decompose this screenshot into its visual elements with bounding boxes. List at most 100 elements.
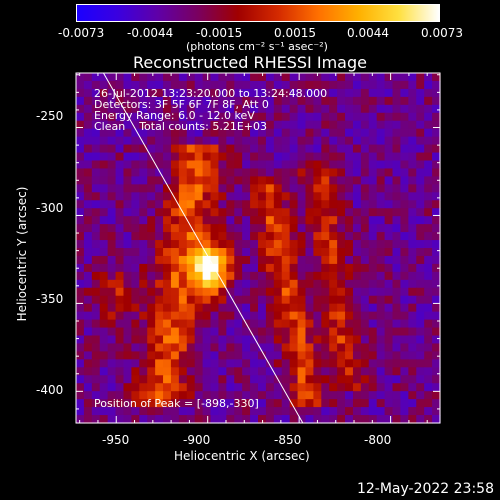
heatmap-cell [305, 112, 314, 122]
heatmap-cell [202, 88, 212, 98]
heatmap-cell [242, 399, 251, 408]
heatmap-cell [170, 359, 180, 368]
heatmap-cell [147, 303, 156, 313]
heatmap-cell [297, 415, 307, 424]
heatmap-cell [305, 136, 314, 146]
heatmap-cell [360, 311, 370, 321]
heatmap-cell [226, 152, 235, 162]
heatmap-cell [258, 255, 267, 265]
heatmap-cell [432, 319, 441, 329]
heatmap-cell [83, 343, 93, 352]
heatmap-cell [91, 335, 101, 345]
heatmap-cell [147, 144, 156, 154]
heatmap-cell [400, 144, 409, 154]
heatmap-cell [281, 248, 291, 257]
x-tick-label-0: -950 [102, 433, 130, 447]
heatmap-cell [360, 255, 370, 265]
heatmap-cell [170, 184, 180, 193]
heatmap-cell [234, 96, 243, 106]
heatmap-cell [91, 279, 101, 289]
heatmap-cell [83, 415, 93, 424]
heatmap-cell [281, 391, 291, 400]
heatmap-cell [360, 224, 370, 233]
heatmap-cell [416, 232, 425, 241]
heatmap-cell [226, 391, 235, 400]
heatmap-cell [250, 375, 259, 384]
heatmap-cell [202, 375, 212, 384]
heatmap-cell [329, 232, 338, 241]
heatmap-cell [305, 271, 314, 281]
heatmap-cell [242, 176, 251, 185]
heatmap-cell [258, 367, 267, 376]
heatmap-cell [297, 295, 307, 305]
heatmap-cell [107, 176, 117, 185]
heatmap-cell [250, 295, 259, 305]
heatmap-cell [242, 359, 251, 368]
heatmap-cell [155, 144, 164, 154]
heatmap-cell [345, 295, 354, 305]
heatmap-cell [424, 271, 433, 281]
heatmap-cell [123, 359, 132, 368]
heatmap-cell [424, 152, 433, 162]
heatmap-cell [360, 327, 370, 337]
heatmap-cell [107, 136, 117, 146]
heatmap-cell [408, 232, 417, 241]
heatmap-cell [329, 295, 338, 305]
heatmap-cell [147, 295, 156, 305]
heatmap-cell [432, 88, 441, 98]
heatmap-cell [91, 351, 101, 360]
heatmap-cell [115, 112, 125, 122]
heatmap-cell [352, 224, 362, 233]
heatmap-cell [147, 96, 156, 106]
heatmap-cell [416, 335, 425, 345]
heatmap-cell [368, 104, 378, 114]
heatmap-cell [123, 415, 132, 424]
heatmap-cell [210, 144, 220, 154]
heatmap-cell [83, 152, 93, 162]
heatmap-cell [384, 351, 394, 360]
heatmap-cell [83, 263, 93, 273]
heatmap-cell [289, 192, 299, 201]
heatmap-cell [147, 73, 156, 82]
heatmap-cell [392, 367, 402, 376]
heatmap-cell [147, 176, 156, 185]
heatmap-cell [305, 152, 314, 162]
heatmap-cell [218, 200, 227, 209]
heatmap-cell [376, 367, 386, 376]
heatmap-cell [352, 295, 362, 305]
heatmap-cell [265, 391, 275, 400]
heatmap-cell [265, 168, 275, 177]
heatmap-cell [329, 208, 338, 217]
heatmap-cell [250, 399, 259, 408]
heatmap-cell [313, 367, 322, 376]
heatmap-cell [360, 319, 370, 329]
heatmap-cell [321, 327, 330, 337]
heatmap-cell [305, 240, 314, 249]
heatmap-cell [424, 144, 433, 154]
heatmap-cell [178, 120, 188, 130]
heatmap-cell [178, 279, 188, 289]
heatmap-cell [139, 367, 148, 376]
heatmap-cell [178, 311, 188, 321]
heatmap-cell [297, 327, 307, 337]
heatmap-cell [242, 255, 251, 265]
heatmap-cell [91, 80, 101, 90]
heatmap-cell [297, 88, 307, 98]
heatmap-cell [202, 168, 212, 177]
heatmap-cell [376, 359, 386, 368]
heatmap-cell [155, 375, 164, 384]
heatmap-cell [234, 375, 243, 384]
heatmap-cell [234, 200, 243, 209]
heatmap-cell [400, 383, 409, 392]
heatmap-cell [226, 319, 235, 329]
heatmap-cell [76, 351, 85, 360]
heatmap-cell [131, 255, 140, 265]
heatmap-cell [147, 168, 156, 177]
heatmap-cell [313, 359, 322, 368]
heatmap-cell [297, 192, 307, 201]
heatmap-cell [329, 327, 338, 337]
heatmap-cell [408, 184, 417, 193]
heatmap-cell [432, 343, 441, 352]
heatmap-cell [107, 287, 117, 297]
heatmap-cell [194, 80, 204, 90]
